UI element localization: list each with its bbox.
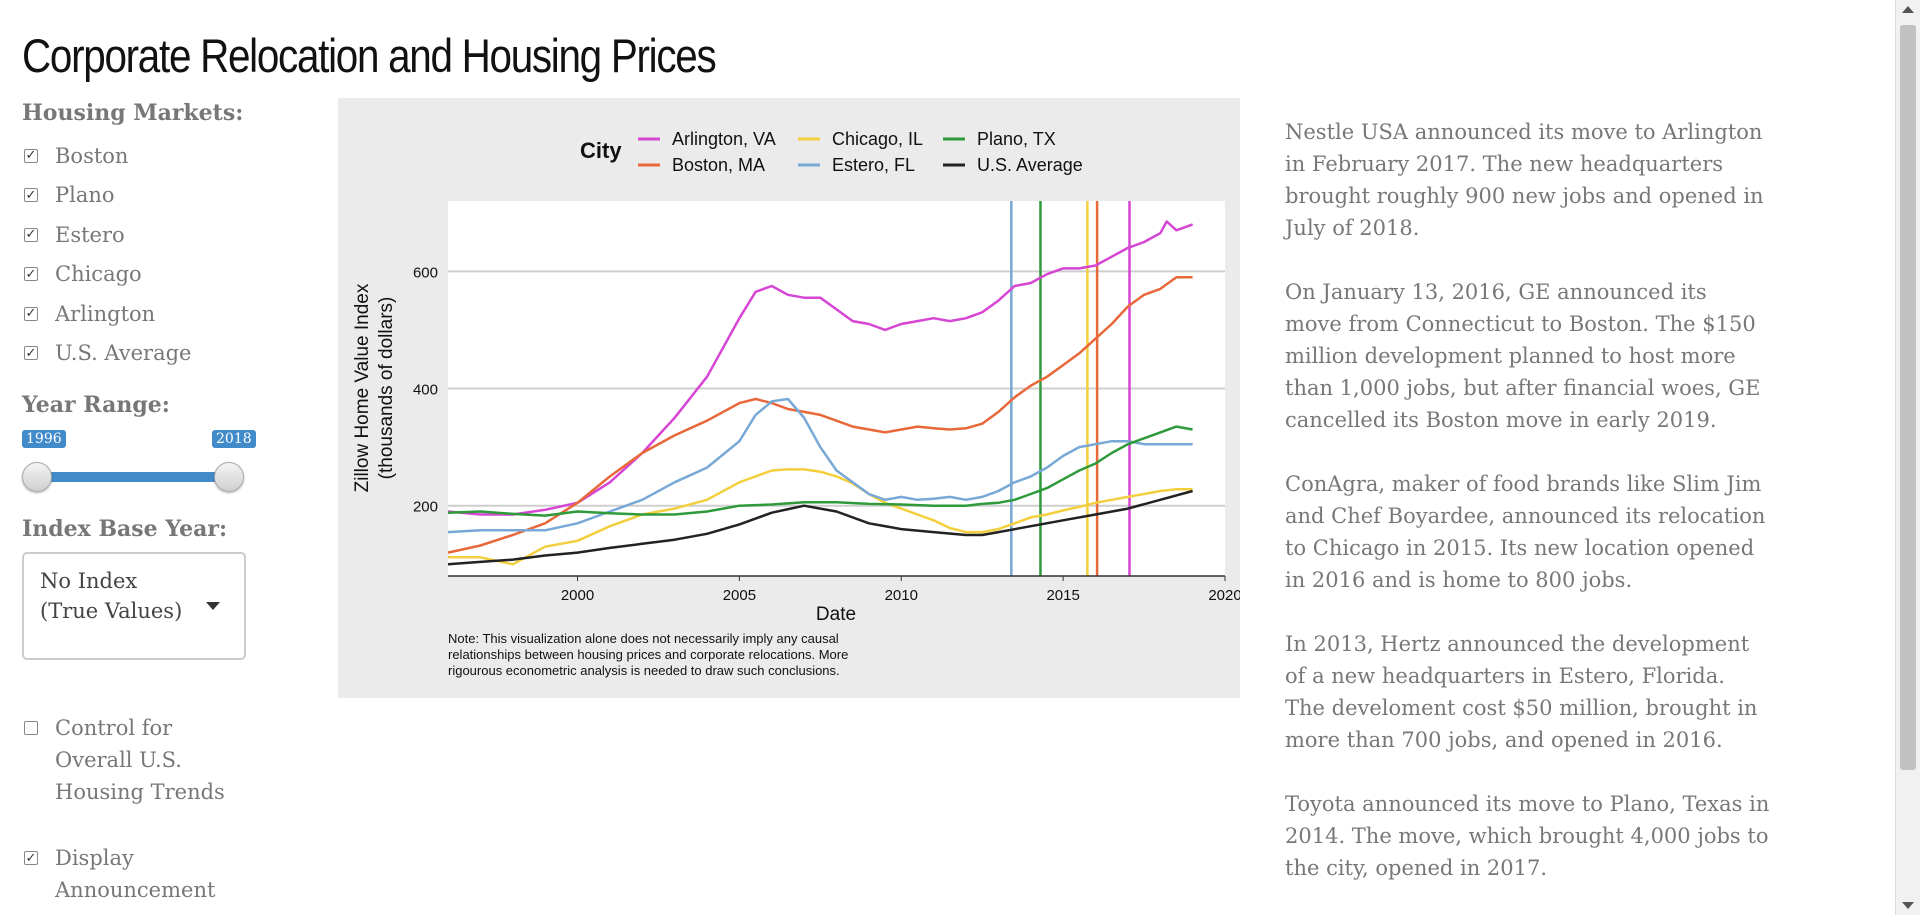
scroll-up-icon[interactable] bbox=[1902, 6, 1914, 13]
chart-note-line: relationships between housing prices and… bbox=[448, 647, 848, 662]
slider-handle-max[interactable] bbox=[214, 462, 244, 492]
y-axis-ticks: 200 400 600 bbox=[413, 264, 438, 515]
chart-panel: City Arlington, VA Boston, MA Chicago, IL E… bbox=[338, 98, 1242, 698]
x-tick-label: 2015 bbox=[1046, 587, 1079, 604]
checkbox[interactable]: ✓ bbox=[24, 345, 38, 361]
y-axis-label: Zillow Home Value Index bbox=[352, 283, 373, 492]
y-tick-label: 600 bbox=[413, 264, 438, 281]
scrollbar-thumb[interactable] bbox=[1900, 25, 1916, 770]
year-range-label: Year Range: bbox=[22, 392, 170, 418]
series-line bbox=[447, 220, 1194, 516]
announcement-text: Nestle USA announced its move to Arlingt… bbox=[1285, 116, 1770, 916]
chevron-down-icon bbox=[206, 602, 220, 610]
year-min-tag: 1996 bbox=[22, 430, 66, 448]
checkbox[interactable]: ✓ bbox=[24, 266, 38, 282]
market-label: Arlington bbox=[55, 301, 156, 326]
x-tick-label: 2000 bbox=[561, 587, 594, 604]
chart-legend: City Arlington, VA Boston, MA Chicago, IL E… bbox=[580, 129, 1083, 175]
vertical-scrollbar[interactable] bbox=[1895, 0, 1920, 915]
market-label: Boston bbox=[55, 143, 129, 168]
market-checkbox-plano[interactable]: ✓ Plano bbox=[22, 176, 262, 216]
index-base-year-select[interactable]: No Index (True Values) bbox=[22, 552, 246, 660]
series-lines bbox=[447, 220, 1194, 566]
housing-price-chart: City Arlington, VA Boston, MA Chicago, IL E… bbox=[352, 129, 1242, 678]
control-us-trends-label: Control for Overall U.S. Housing Trends bbox=[55, 716, 225, 804]
chart-note: Note: This visualization alone does not … bbox=[448, 631, 848, 678]
series-line bbox=[447, 275, 1193, 554]
market-label: U.S. Average bbox=[55, 341, 192, 366]
gridlines bbox=[448, 270, 1225, 507]
market-checkbox-chicago[interactable]: ✓ Chicago bbox=[22, 255, 262, 295]
legend-label: U.S. Average bbox=[977, 155, 1083, 175]
announcement-boston: On January 13, 2016, GE announced its mo… bbox=[1285, 280, 1761, 432]
announcement-plano: Toyota announced its move to Plano, Texa… bbox=[1285, 792, 1770, 880]
announcement-lines bbox=[1010, 201, 1131, 576]
select-value: No Index (True Values) bbox=[40, 569, 183, 623]
checkbox[interactable]: ✓ bbox=[24, 227, 38, 243]
scroll-down-icon[interactable] bbox=[1902, 902, 1914, 909]
x-axis-label: Date bbox=[816, 604, 856, 625]
announcement-arlington: Nestle USA announced its move to Arlingt… bbox=[1285, 120, 1764, 240]
x-tick-label: 2010 bbox=[885, 587, 918, 604]
market-checkbox-arlington[interactable]: ✓ Arlington bbox=[22, 294, 262, 334]
y-axis-label-units: (thousands of dollars) bbox=[376, 297, 397, 480]
control-us-trends-checkbox[interactable]: Control for Overall U.S. Housing Trends bbox=[22, 712, 255, 808]
x-axis-ticks: 2000 2005 2010 2015 2020 bbox=[561, 576, 1242, 604]
market-checkbox-estero[interactable]: ✓ Estero bbox=[22, 215, 262, 255]
x-tick-label: 2020 bbox=[1208, 587, 1240, 604]
series-line bbox=[447, 489, 1193, 566]
market-checkbox-boston[interactable]: ✓ Boston bbox=[22, 136, 262, 176]
display-announcement-checkbox[interactable]: ✓ Display Announcement bbox=[22, 842, 235, 906]
legend-label: Arlington, VA bbox=[672, 129, 776, 149]
markets-list: ✓ Boston ✓ Plano ✓ Estero ✓ Chicago ✓ Ar… bbox=[22, 136, 262, 373]
checkbox[interactable]: ✓ bbox=[24, 306, 38, 322]
chart-note-line: rigourous econometric analysis is needed… bbox=[448, 663, 840, 678]
series-line bbox=[447, 397, 1193, 534]
market-label: Plano bbox=[55, 183, 115, 208]
year-max-tag: 2018 bbox=[212, 430, 256, 448]
legend-label: Chicago, IL bbox=[832, 129, 923, 149]
checkbox[interactable]: ✓ bbox=[24, 187, 38, 203]
index-base-year-label: Index Base Year: bbox=[22, 516, 228, 542]
announcement-estero: In 2013, Hertz announced the development… bbox=[1285, 632, 1758, 752]
sidebar: Housing Markets: ✓ Boston ✓ Plano ✓ Este… bbox=[22, 100, 262, 902]
chart-note-line: Note: This visualization alone does not … bbox=[448, 631, 839, 646]
legend-title: City bbox=[580, 138, 622, 163]
page-title: Corporate Relocation and Housing Prices bbox=[22, 29, 717, 82]
housing-markets-label: Housing Markets: bbox=[22, 100, 244, 126]
slider-track[interactable] bbox=[38, 472, 230, 482]
slider-handle-min[interactable] bbox=[22, 462, 52, 492]
market-label: Chicago bbox=[55, 262, 142, 287]
display-announcement-label: Display Announcement bbox=[55, 846, 216, 902]
market-checkbox-us-average[interactable]: ✓ U.S. Average bbox=[22, 334, 262, 374]
y-tick-label: 200 bbox=[413, 499, 438, 516]
legend-label: Plano, TX bbox=[977, 129, 1056, 149]
year-range-slider[interactable]: 1996 2018 bbox=[22, 430, 256, 500]
checkbox[interactable]: ✓ bbox=[24, 850, 38, 866]
announcement-chicago: ConAgra, maker of food brands like Slim … bbox=[1285, 472, 1766, 592]
legend-label: Boston, MA bbox=[672, 155, 765, 175]
legend-label: Estero, FL bbox=[832, 155, 915, 175]
market-label: Estero bbox=[55, 222, 125, 247]
x-tick-label: 2005 bbox=[723, 587, 756, 604]
y-tick-label: 400 bbox=[413, 382, 438, 399]
series-line bbox=[447, 425, 1193, 517]
checkbox[interactable] bbox=[24, 721, 38, 735]
checkbox[interactable]: ✓ bbox=[24, 148, 38, 164]
